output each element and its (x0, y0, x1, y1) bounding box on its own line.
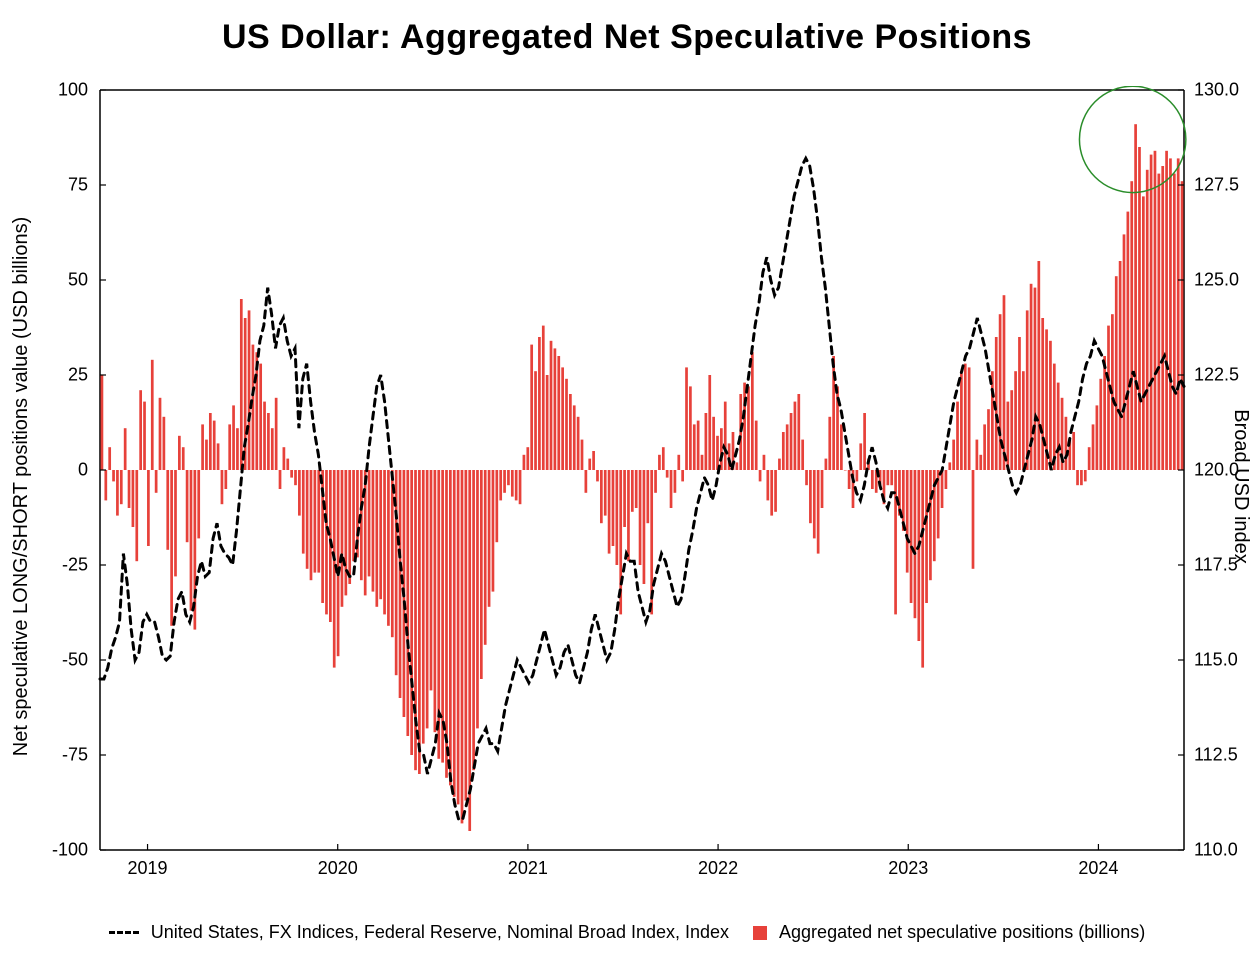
y-right-tick-label: 130.0 (1194, 80, 1254, 101)
y-right-axis-label-text: Broad USD index (1229, 409, 1252, 564)
y-right-tick-label: 117.5 (1194, 555, 1254, 576)
y-right-tick-label: 125.0 (1194, 270, 1254, 291)
legend-bar-label: Aggregated net speculative positions (bi… (779, 922, 1145, 943)
y-right-axis-label: Broad USD index (1228, 86, 1252, 886)
y-left-tick-label: -100 (38, 840, 88, 861)
x-tick-label: 2019 (118, 858, 178, 879)
chart-page: { "chart": { "type": "bar+line", "title"… (0, 0, 1254, 953)
chart-title: US Dollar: Aggregated Net Speculative Po… (0, 18, 1254, 57)
y-left-tick-label: 0 (38, 460, 88, 481)
y-left-tick-label: -50 (38, 650, 88, 671)
x-tick-label: 2022 (688, 858, 748, 879)
y-right-tick-label: 120.0 (1194, 460, 1254, 481)
y-right-tick-label: 110.0 (1194, 840, 1254, 861)
y-left-axis-label: Net speculative LONG/SHORT positions val… (10, 86, 34, 886)
y-left-tick-label: 50 (38, 270, 88, 291)
legend: United States, FX Indices, Federal Reser… (42, 922, 1212, 943)
y-right-tick-label: 115.0 (1194, 650, 1254, 671)
plot-svg (92, 86, 1192, 886)
legend-line-dash (109, 931, 139, 934)
y-right-tick-label: 122.5 (1194, 365, 1254, 386)
plot-area (92, 86, 1192, 886)
x-tick-label: 2023 (878, 858, 938, 879)
y-left-tick-label: -25 (38, 555, 88, 576)
y-left-axis-label-text: Net speculative LONG/SHORT positions val… (11, 216, 34, 755)
x-tick-label: 2024 (1068, 858, 1128, 879)
y-left-tick-label: 75 (38, 175, 88, 196)
x-tick-label: 2020 (308, 858, 368, 879)
legend-line-label: United States, FX Indices, Federal Reser… (151, 922, 729, 943)
y-left-tick-label: 25 (38, 365, 88, 386)
legend-bar-swatch (753, 926, 767, 940)
y-left-tick-label: 100 (38, 80, 88, 101)
y-right-tick-label: 127.5 (1194, 175, 1254, 196)
x-tick-label: 2021 (498, 858, 558, 879)
y-left-tick-label: -75 (38, 745, 88, 766)
y-right-tick-label: 112.5 (1194, 745, 1254, 766)
